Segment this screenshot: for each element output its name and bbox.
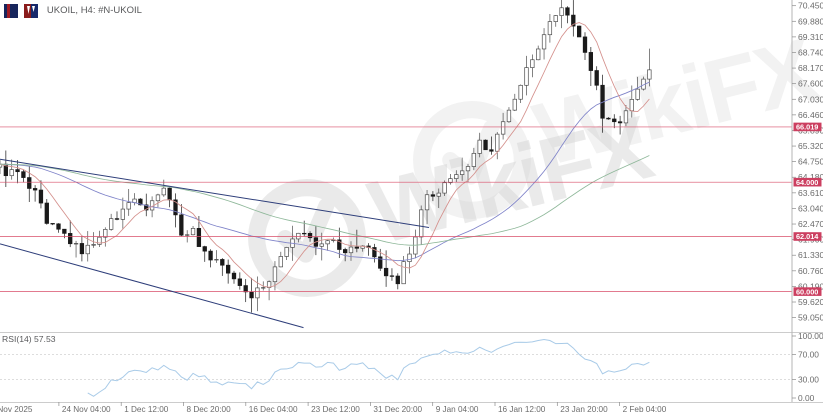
svg-text:69.880: 69.880 — [798, 16, 823, 26]
svg-text:64.000: 64.000 — [796, 178, 818, 187]
svg-text:59.050: 59.050 — [798, 313, 823, 323]
svg-text:67.030: 67.030 — [798, 94, 823, 104]
svg-text:68.740: 68.740 — [798, 47, 823, 57]
svg-text:31 Dec 20:00: 31 Dec 20:00 — [373, 405, 422, 414]
svg-text:9 Jan 04:00: 9 Jan 04:00 — [436, 405, 479, 414]
svg-text:60.760: 60.760 — [798, 266, 823, 276]
svg-text:65.320: 65.320 — [798, 141, 823, 151]
svg-text:2 Feb 04:00: 2 Feb 04:00 — [623, 405, 667, 414]
svg-text:70.00: 70.00 — [798, 350, 819, 360]
svg-text:100.00: 100.00 — [798, 332, 823, 341]
svg-text:16 Dec 04:00: 16 Dec 04:00 — [249, 405, 298, 414]
svg-text:59.620: 59.620 — [798, 297, 823, 307]
svg-text:23 Jan 20:00: 23 Jan 20:00 — [560, 405, 608, 414]
svg-text:69.310: 69.310 — [798, 32, 823, 42]
svg-text:1 Dec 12:00: 1 Dec 12:00 — [124, 405, 169, 414]
svg-text:23 Dec 12:00: 23 Dec 12:00 — [311, 405, 360, 414]
svg-text:16 Jan 12:00: 16 Jan 12:00 — [498, 405, 546, 414]
svg-text:61.330: 61.330 — [798, 250, 823, 260]
svg-text:66.019: 66.019 — [796, 123, 818, 132]
svg-text:RSI(14) 57.53: RSI(14) 57.53 — [2, 334, 56, 344]
svg-text:8 Dec 20:00: 8 Dec 20:00 — [187, 405, 232, 414]
svg-text:17 Nov 2025: 17 Nov 2025 — [0, 405, 33, 414]
svg-text:63.610: 63.610 — [798, 188, 823, 198]
svg-text:24 Nov 04:00: 24 Nov 04:00 — [62, 405, 111, 414]
svg-text:0.00: 0.00 — [798, 393, 815, 402]
svg-text:67.600: 67.600 — [798, 79, 823, 89]
svg-text:70.450: 70.450 — [798, 1, 823, 11]
svg-text:60.000: 60.000 — [796, 287, 818, 296]
svg-text:68.170: 68.170 — [798, 63, 823, 73]
svg-text:30.00: 30.00 — [798, 374, 819, 384]
svg-text:62.014: 62.014 — [796, 232, 819, 241]
svg-text:62.470: 62.470 — [798, 219, 823, 229]
svg-text:64.750: 64.750 — [798, 157, 823, 167]
svg-text:63.040: 63.040 — [798, 203, 823, 213]
svg-text:66.460: 66.460 — [798, 110, 823, 120]
